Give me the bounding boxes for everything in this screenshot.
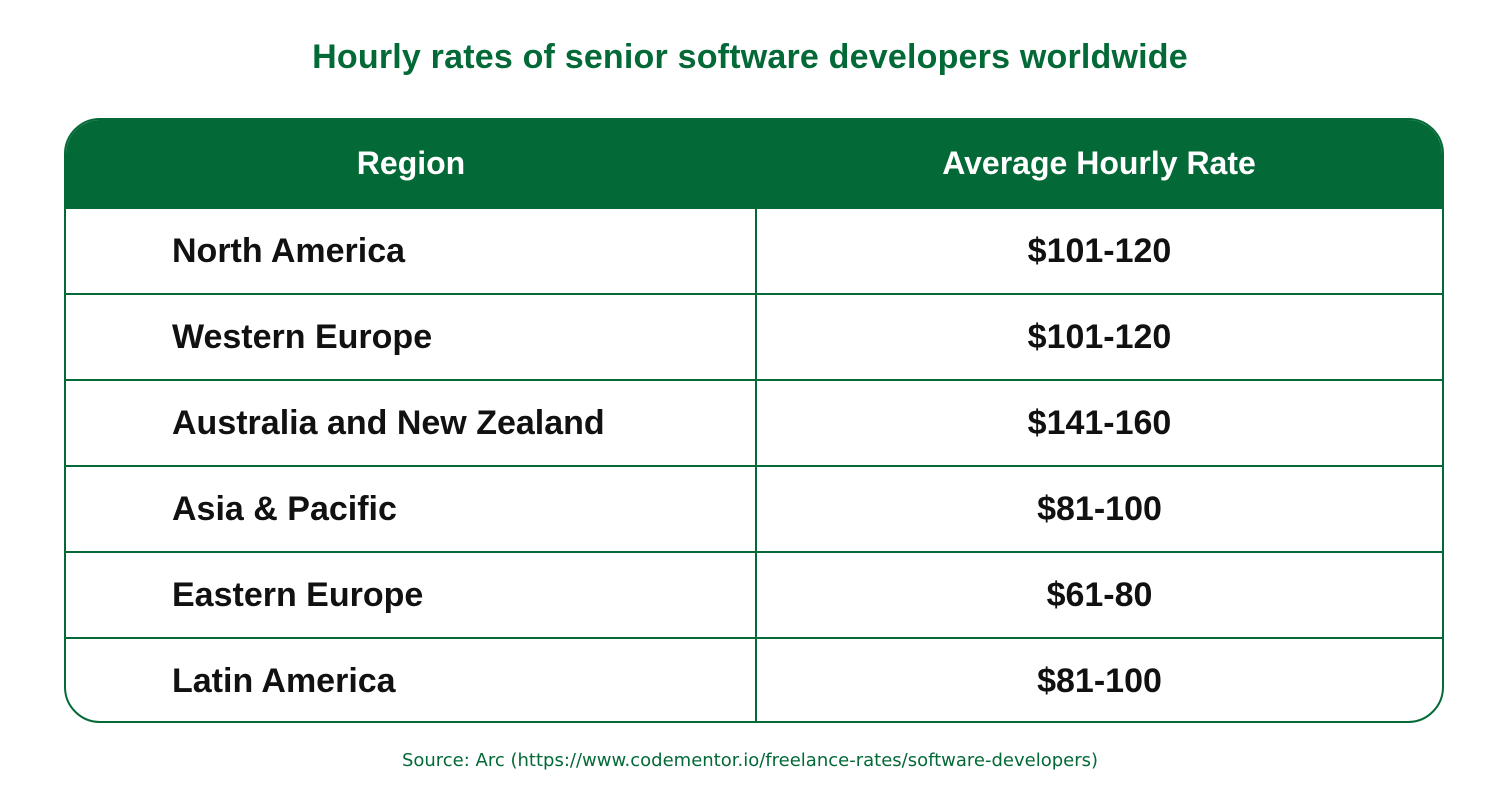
region-cell: Western Europe	[66, 293, 757, 380]
rate-cell: $101-120	[756, 207, 1442, 294]
region-cell: Australia and New Zealand	[66, 379, 757, 466]
table-row: Eastern Europe $61-80	[66, 551, 1442, 638]
rate-cell: $101-120	[756, 293, 1442, 380]
source-note: Source: Arc (https://www.codementor.io/f…	[401, 750, 1099, 771]
region-cell: Eastern Europe	[66, 551, 757, 638]
rates-table: Region Average Hourly Rate North America…	[66, 120, 1442, 721]
table-row: Asia & Pacific $81-100	[66, 465, 1442, 552]
table-row: Australia and New Zealand $141-160	[66, 379, 1442, 466]
table-header-row: Region Average Hourly Rate	[66, 120, 1442, 208]
rate-cell: $81-100	[756, 637, 1442, 721]
table-row: Western Europe $101-120	[66, 293, 1442, 380]
table-row: Latin America $81-100	[66, 637, 1442, 721]
rate-cell: $141-160	[756, 379, 1442, 466]
column-header-rate: Average Hourly Rate	[756, 120, 1442, 208]
column-header-region: Region	[66, 120, 756, 208]
rate-cell: $81-100	[756, 465, 1442, 552]
region-cell: Asia & Pacific	[66, 465, 757, 552]
region-cell: Latin America	[66, 637, 757, 721]
region-cell: North America	[66, 207, 757, 294]
rate-cell: $61-80	[756, 551, 1442, 638]
rates-table-container: Region Average Hourly Rate North America…	[64, 118, 1444, 723]
table-row: North America $101-120	[66, 207, 1442, 294]
chart-title: Hourly rates of senior software develope…	[312, 38, 1188, 76]
